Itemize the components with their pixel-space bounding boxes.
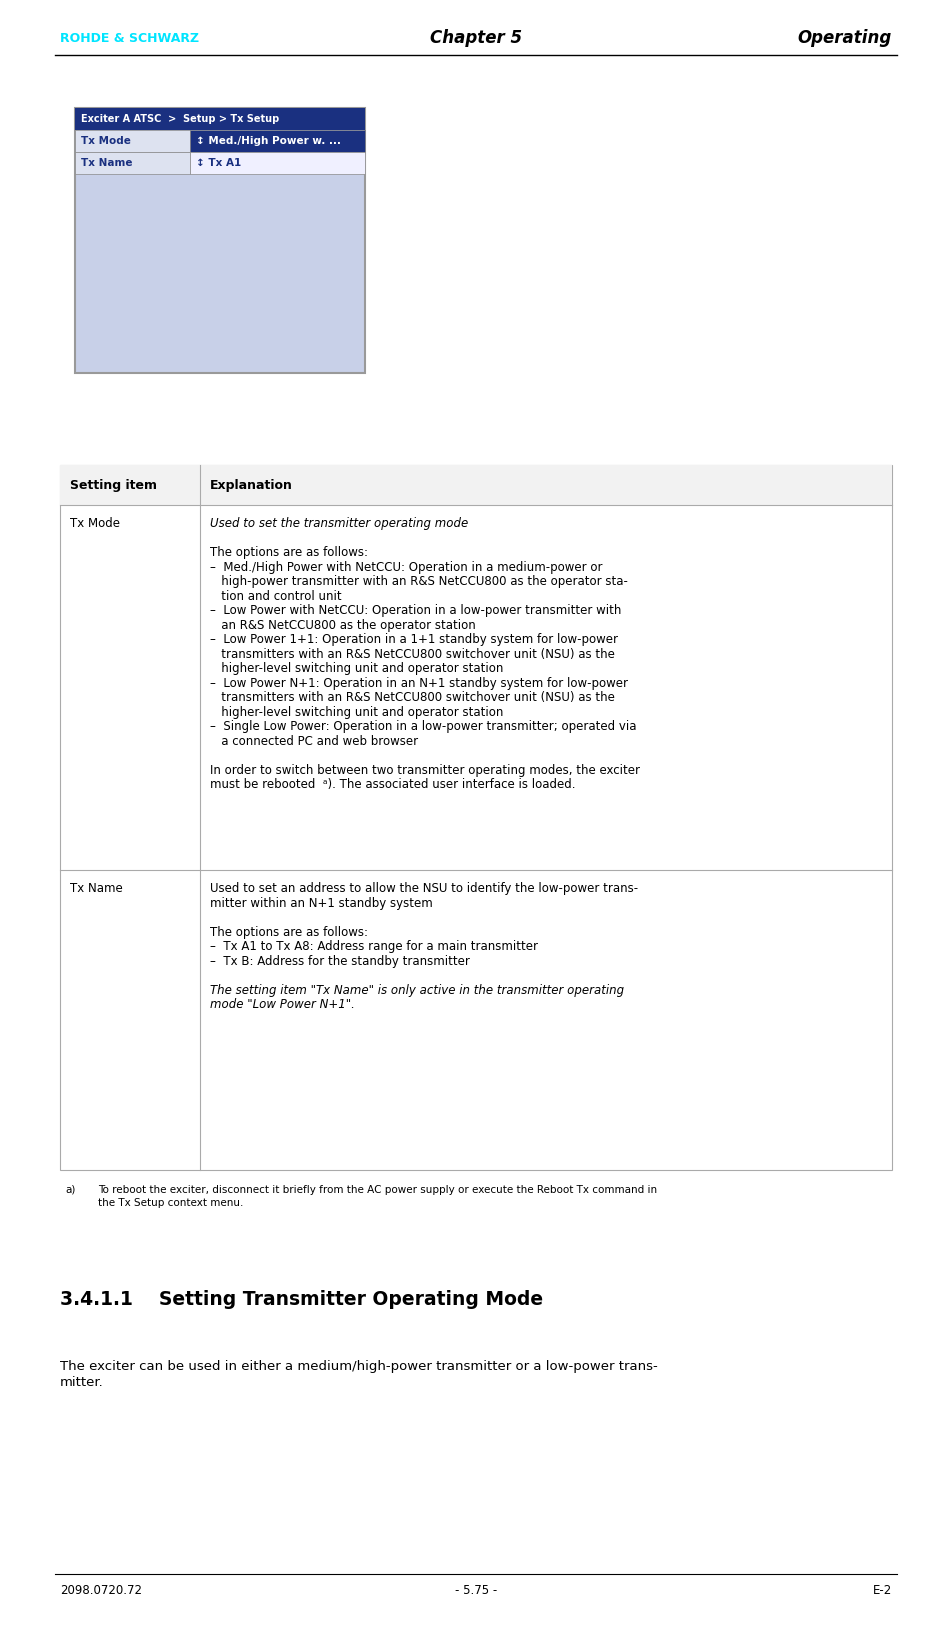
Bar	[75, 108, 365, 130]
Text: Chapter 5: Chapter 5	[430, 29, 522, 47]
Text: mitter.: mitter.	[60, 1377, 104, 1390]
Text: In order to switch between two transmitter operating modes, the exciter: In order to switch between two transmitt…	[210, 764, 640, 777]
Bar	[190, 151, 365, 174]
Text: E-2: E-2	[873, 1585, 892, 1598]
Bar	[60, 464, 892, 1170]
Text: The exciter can be used in either a medium/high-power transmitter or a low-power: The exciter can be used in either a medi…	[60, 1360, 658, 1373]
Text: Setting item: Setting item	[70, 479, 157, 492]
Text: Used to set the transmitter operating mode: Used to set the transmitter operating mo…	[210, 516, 468, 529]
Text: tion and control unit: tion and control unit	[210, 590, 342, 603]
Text: a): a)	[65, 1184, 75, 1196]
Text: higher-level switching unit and operator station: higher-level switching unit and operator…	[210, 661, 504, 674]
Text: Exciter A ATSC  >  Setup > Tx Setup: Exciter A ATSC > Setup > Tx Setup	[81, 114, 279, 124]
Text: To reboot the exciter, disconnect it briefly from the AC power supply or execute: To reboot the exciter, disconnect it bri…	[98, 1184, 657, 1196]
Bar	[190, 130, 365, 151]
Text: a connected PC and web browser: a connected PC and web browser	[210, 735, 418, 748]
Text: The setting item "Tx Name" is only active in the transmitter operating: The setting item "Tx Name" is only activ…	[210, 984, 625, 997]
Text: Tx Mode: Tx Mode	[81, 135, 130, 147]
Text: Tx Name: Tx Name	[81, 158, 132, 168]
Text: higher-level switching unit and operator station: higher-level switching unit and operator…	[210, 705, 504, 718]
Text: the Tx Setup context menu.: the Tx Setup context menu.	[98, 1197, 244, 1209]
Text: The options are as follows:: The options are as follows:	[210, 925, 368, 938]
Text: –  Low Power 1+1: Operation in a 1+1 standby system for low-power: – Low Power 1+1: Operation in a 1+1 stan…	[210, 634, 618, 647]
Text: transmitters with an R&S NetCCU800 switchover unit (NSU) as the: transmitters with an R&S NetCCU800 switc…	[210, 647, 615, 660]
Bar	[75, 151, 190, 174]
Text: 2098.0720.72: 2098.0720.72	[60, 1585, 142, 1598]
Text: - 5.75 -: - 5.75 -	[455, 1585, 497, 1598]
Text: high-power transmitter with an R&S NetCCU800 as the operator sta-: high-power transmitter with an R&S NetCC…	[210, 575, 628, 588]
Text: –  Single Low Power: Operation in a low-power transmitter; operated via: – Single Low Power: Operation in a low-p…	[210, 720, 637, 733]
Text: 3.4.1.1    Setting Transmitter Operating Mode: 3.4.1.1 Setting Transmitter Operating Mo…	[60, 1290, 544, 1310]
Text: Used to set an address to allow the NSU to identify the low-power trans-: Used to set an address to allow the NSU …	[210, 881, 638, 894]
Text: mode "Low Power N+1".: mode "Low Power N+1".	[210, 999, 355, 1012]
Bar	[75, 130, 190, 151]
Text: The options are as follows:: The options are as follows:	[210, 546, 368, 559]
Text: –  Med./High Power with NetCCU: Operation in a medium-power or: – Med./High Power with NetCCU: Operation…	[210, 560, 603, 573]
Text: mitter within an N+1 standby system: mitter within an N+1 standby system	[210, 896, 433, 909]
Bar	[60, 464, 892, 505]
Text: –  Tx A1 to Tx A8: Address range for a main transmitter: – Tx A1 to Tx A8: Address range for a ma…	[210, 940, 538, 953]
Text: –  Tx B: Address for the standby transmitter: – Tx B: Address for the standby transmit…	[210, 955, 470, 968]
Text: ROHDE & SCHWARZ: ROHDE & SCHWARZ	[60, 31, 199, 44]
Text: ↕ Med./High Power w. ...: ↕ Med./High Power w. ...	[196, 135, 341, 147]
Text: ↕ Tx A1: ↕ Tx A1	[196, 158, 241, 168]
Text: Tx Mode: Tx Mode	[70, 516, 120, 529]
Text: an R&S NetCCU800 as the operator station: an R&S NetCCU800 as the operator station	[210, 619, 476, 632]
Text: transmitters with an R&S NetCCU800 switchover unit (NSU) as the: transmitters with an R&S NetCCU800 switc…	[210, 691, 615, 704]
Text: –  Low Power N+1: Operation in an N+1 standby system for low-power: – Low Power N+1: Operation in an N+1 sta…	[210, 676, 628, 689]
Text: Operating: Operating	[798, 29, 892, 47]
Bar	[75, 108, 365, 373]
Text: Tx Name: Tx Name	[70, 881, 123, 894]
Text: –  Low Power with NetCCU: Operation in a low-power transmitter with: – Low Power with NetCCU: Operation in a …	[210, 604, 622, 617]
Text: Explanation: Explanation	[210, 479, 293, 492]
Text: must be rebooted  ᵃ). The associated user interface is loaded.: must be rebooted ᵃ). The associated user…	[210, 779, 576, 792]
